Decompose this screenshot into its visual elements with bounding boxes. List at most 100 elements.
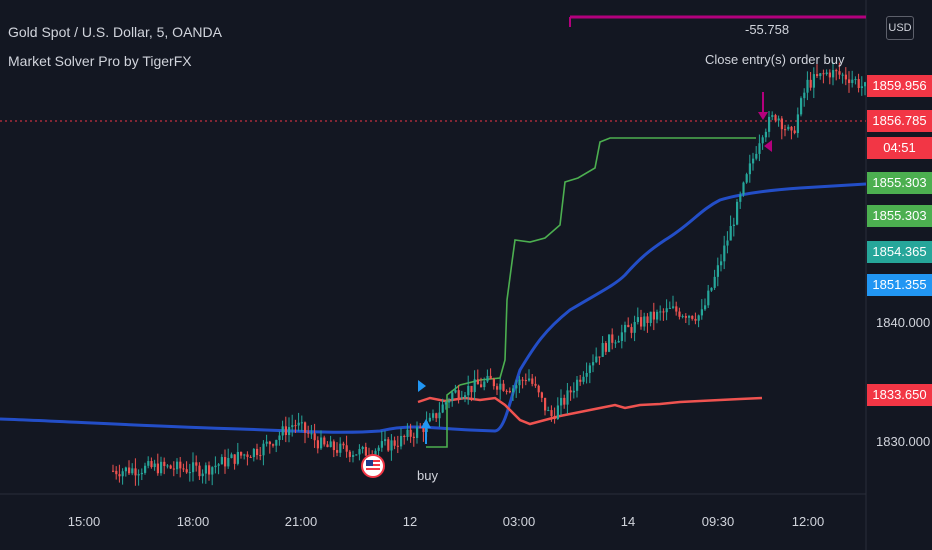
candle-body — [252, 448, 255, 458]
candle-body — [796, 114, 799, 134]
y-axis-ticks: 1830.000 1840.000 — [876, 315, 930, 449]
candle-body — [508, 390, 511, 393]
candle-body — [300, 422, 303, 424]
candle-body — [467, 385, 470, 396]
candle-body — [809, 79, 812, 88]
candle-body — [182, 468, 185, 470]
candle-body — [304, 422, 307, 433]
candle-body — [627, 324, 630, 328]
candle-body — [441, 404, 444, 413]
candle-body — [422, 427, 425, 432]
candle-body — [214, 465, 217, 468]
candle-body — [438, 412, 441, 419]
candle-body — [451, 392, 454, 401]
candle-body — [444, 402, 447, 405]
buy-arrow-icon — [418, 380, 431, 444]
candle-body — [505, 390, 508, 392]
candle-body — [560, 397, 563, 406]
candle-body — [198, 465, 201, 477]
candle-body — [534, 383, 537, 386]
candle-body — [633, 321, 636, 333]
symbol-title[interactable]: Gold Spot / U.S. Dollar, 5, OANDA — [8, 24, 222, 40]
candle-body — [278, 435, 281, 440]
currency-button[interactable]: USD — [886, 16, 914, 40]
plot-area[interactable] — [0, 15, 866, 486]
candle-body — [688, 315, 691, 318]
candle-body — [176, 461, 179, 470]
candle-body — [489, 375, 492, 380]
candle-body — [825, 72, 828, 75]
candle-body — [601, 343, 604, 357]
candle-body — [582, 376, 585, 382]
candle-body — [595, 356, 598, 363]
indicator-title[interactable]: Market Solver Pro by TigerFX — [8, 53, 192, 69]
candle-body — [704, 305, 707, 310]
candle-body — [470, 385, 473, 393]
candle-body — [211, 467, 214, 475]
candle-body — [838, 71, 841, 75]
candle-body — [256, 448, 259, 456]
candle-body — [844, 74, 847, 80]
candle-body — [268, 441, 271, 445]
candle-body — [473, 379, 476, 393]
candle-body — [614, 342, 617, 344]
candle-body — [147, 461, 150, 466]
candle-body — [707, 290, 710, 306]
candle-body — [163, 461, 166, 467]
chart-legend: Gold Spot / U.S. Dollar, 5, OANDA Market… — [8, 22, 222, 71]
candle-body — [736, 201, 739, 225]
candle-body — [291, 425, 294, 428]
candle-body — [752, 158, 755, 164]
candle-body — [569, 390, 572, 393]
candle-body — [723, 245, 726, 262]
candle-body — [537, 385, 540, 393]
candle-body — [204, 465, 207, 474]
candle-body — [665, 308, 668, 313]
candle-body — [310, 433, 313, 435]
candle-body — [636, 317, 639, 322]
price-tag: 1856.785 — [867, 110, 932, 132]
candle-body — [166, 465, 169, 467]
candle-body — [563, 397, 566, 405]
candle-body — [140, 472, 143, 475]
candle-body — [819, 73, 822, 77]
candle-body — [342, 443, 345, 446]
candle-body — [553, 415, 556, 420]
candle-body — [185, 469, 188, 473]
candle-body — [352, 455, 355, 457]
candle-body — [240, 451, 243, 456]
candle-body — [854, 79, 857, 81]
candle-body — [662, 311, 665, 313]
candle-body — [297, 422, 300, 426]
candle-body — [419, 427, 422, 429]
candle-body — [822, 73, 825, 75]
candle-body — [851, 79, 854, 84]
candle-body — [780, 118, 783, 130]
candle-body — [387, 439, 390, 451]
candle-body — [454, 390, 457, 393]
price-tag: 1833.650 — [867, 384, 932, 406]
candle-body — [592, 362, 595, 366]
candle-body — [700, 309, 703, 316]
candle-body — [144, 465, 147, 473]
candle-body — [156, 463, 159, 474]
candle-body — [694, 318, 697, 321]
candle-body — [288, 427, 291, 436]
candle-body — [332, 441, 335, 451]
candle-body — [611, 334, 614, 343]
candle-body — [284, 426, 287, 436]
candle-body — [755, 153, 758, 159]
candle-body — [483, 381, 486, 388]
candle-body — [131, 468, 134, 474]
close-order-label: Close entry(s) order buy — [705, 52, 845, 67]
candle-body — [262, 443, 265, 456]
candle-body — [403, 435, 406, 438]
blue-average-line — [0, 182, 866, 434]
candle-body — [726, 240, 729, 246]
y-tick-label: 1840.000 — [876, 315, 930, 330]
price-tag: 1859.956 — [867, 75, 932, 97]
us-flag-event-icon[interactable] — [361, 454, 385, 478]
candle-body — [678, 311, 681, 317]
candle-body — [480, 384, 483, 388]
